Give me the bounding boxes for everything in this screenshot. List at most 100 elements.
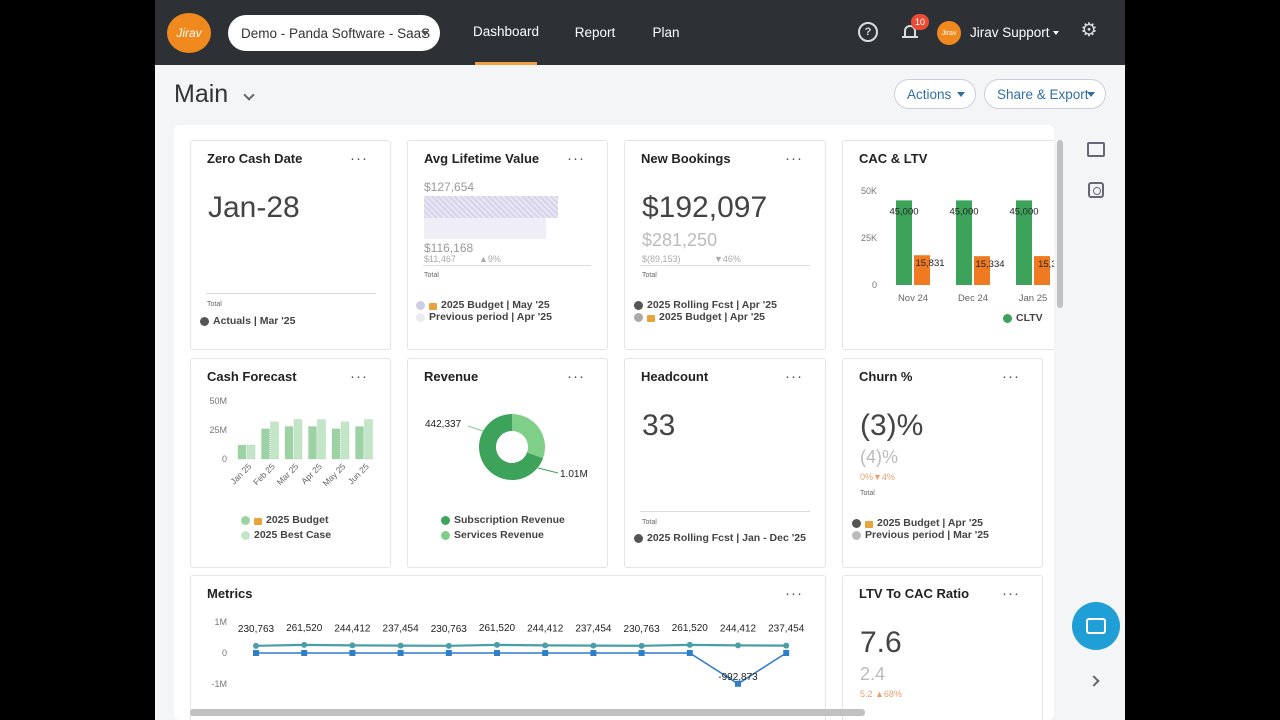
- legend-label: 2025 Best Case: [254, 529, 332, 541]
- metrics-line-chart: 1M 0 -1M 230,763 261,520 244,412 237,454 230,76…: [212, 617, 805, 689]
- y-tick-label: 50M: [209, 396, 227, 406]
- card-headcount[interactable]: Headcount ··· 33 Total 2025 Rolling Fcst…: [624, 358, 826, 568]
- filter-settings-icon[interactable]: [1088, 182, 1104, 198]
- data-label: -992,873: [718, 672, 758, 683]
- data-point: [783, 642, 790, 649]
- total-label: Total: [424, 272, 439, 279]
- horizontal-scrollbar-thumb[interactable]: [190, 709, 865, 716]
- data-point: [590, 642, 597, 649]
- chevron-right-icon[interactable]: [1088, 675, 1100, 687]
- data-point: [735, 680, 741, 687]
- data-label: 230,763: [238, 624, 275, 635]
- data-label: 244,412: [334, 623, 371, 634]
- kpi-value: $192,097: [642, 191, 768, 224]
- card-title: Headcount: [641, 369, 709, 384]
- more-options-icon[interactable]: ···: [567, 150, 585, 167]
- cac-ltv-chart: 50K 25K 0 45,000 15,831 Nov 24 45,000 15,334 Dec…: [861, 186, 1054, 304]
- data-point: [494, 641, 500, 648]
- bar: [284, 426, 294, 460]
- tab-dashboard[interactable]: Dashboard: [473, 0, 539, 65]
- legend-dot: [441, 530, 450, 540]
- legend-label: Previous period | Mar '25: [865, 529, 989, 541]
- legend-dot: [852, 530, 861, 540]
- more-options-icon[interactable]: ···: [1002, 585, 1020, 602]
- data-point: [735, 642, 741, 649]
- more-options-icon[interactable]: ···: [785, 150, 803, 167]
- comment-icon[interactable]: [1087, 142, 1105, 157]
- x-tick-label: Apr 25: [299, 461, 324, 486]
- data-point: [686, 641, 693, 648]
- share-export-button[interactable]: Share & Export: [984, 79, 1106, 109]
- chevron-down-icon: [1087, 92, 1095, 97]
- chat-support-button[interactable]: [1072, 602, 1120, 650]
- data-point: [349, 642, 356, 649]
- bar: [237, 444, 247, 460]
- bar: [308, 426, 317, 460]
- bar: [956, 200, 972, 285]
- more-options-icon[interactable]: ···: [1002, 368, 1020, 385]
- legend-dot: [416, 312, 425, 322]
- data-point: [783, 650, 790, 656]
- data-point: [253, 650, 259, 656]
- chevron-down-icon[interactable]: [243, 89, 255, 101]
- card-title: Cash Forecast: [207, 369, 297, 384]
- bar: [246, 444, 256, 460]
- bell-icon[interactable]: [901, 22, 921, 42]
- jirav-logo[interactable]: Jirav: [167, 13, 211, 53]
- bar: [896, 200, 912, 285]
- card-cac-ltv[interactable]: CAC & LTV 50K 25K 0 45,000 15,831 Nov 24 45,00…: [842, 140, 1054, 350]
- more-options-icon[interactable]: ···: [785, 585, 803, 602]
- dashboard-canvas: Zero Cash Date ··· Jan-28 Total Actuals …: [174, 125, 1054, 720]
- more-options-icon[interactable]: ···: [785, 368, 803, 385]
- x-tick-label: Feb 25: [251, 461, 277, 487]
- data-point: [349, 650, 356, 656]
- lock-icon: [865, 520, 873, 528]
- more-options-icon[interactable]: ···: [350, 150, 368, 167]
- company-selector[interactable]: Demo - Panda Software - SaaS: [228, 15, 440, 51]
- y-tick-label: 25M: [209, 425, 227, 435]
- legend-dot: [200, 316, 209, 326]
- tab-report[interactable]: Report: [574, 25, 616, 40]
- card-metrics[interactable]: Metrics ··· 1M 0 -1M 230,763 261,520 244,412 2…: [190, 575, 826, 720]
- card-zero-cash-date[interactable]: Zero Cash Date ··· Jan-28 Total Actuals …: [190, 140, 391, 350]
- lock-icon: [254, 517, 262, 525]
- leader-line: [537, 467, 559, 474]
- legend-label: Previous period | Apr '25: [429, 311, 552, 323]
- card-cash-forecast[interactable]: Cash Forecast ··· 50M 25M 0 Jan 25 Feb 25 Mar…: [190, 358, 391, 568]
- card-revenue[interactable]: Revenue ··· 1.01M 442,337 Subscription Re…: [407, 358, 608, 568]
- card-new-bookings[interactable]: New Bookings ··· $192,097 $281,250 $(89,…: [624, 140, 826, 350]
- card-avg-lifetime-value[interactable]: Avg Lifetime Value ··· $127,654 $116,168…: [407, 140, 608, 350]
- card-title: Zero Cash Date: [207, 151, 303, 166]
- gear-icon[interactable]: ⚙: [1080, 20, 1098, 41]
- page-title[interactable]: Main: [174, 80, 229, 108]
- data-label: 230,763: [624, 624, 661, 635]
- data-point: [445, 650, 452, 656]
- help-icon[interactable]: ?: [858, 22, 878, 42]
- data-point: [253, 642, 259, 649]
- bar: [914, 255, 930, 285]
- bar: [355, 426, 364, 460]
- y-tick-label: 1M: [214, 617, 227, 627]
- card-churn[interactable]: Churn % ··· (3)% (4)% 0%▼4% Total 2025 B…: [842, 358, 1043, 568]
- x-tick-label: Mar 25: [275, 461, 301, 487]
- bar: [974, 256, 990, 285]
- more-options-icon[interactable]: ···: [567, 368, 585, 385]
- tab-plan[interactable]: Plan: [652, 25, 680, 40]
- x-tick-label: Jun 25: [346, 461, 371, 486]
- data-label: 442,337: [425, 419, 462, 430]
- data-point: [686, 650, 693, 656]
- user-avatar[interactable]: Jirav: [937, 21, 961, 45]
- user-menu[interactable]: Jirav Support: [970, 25, 1050, 40]
- legend-label: Actuals | Mar '25: [213, 315, 296, 327]
- legend-item: 2025 Budget: [241, 514, 328, 526]
- card-ltv-to-cac-ratio[interactable]: LTV To CAC Ratio ··· 7.6 2.4 5.2 ▲68%: [842, 575, 1043, 720]
- variance-value: 0%▼4%: [860, 472, 895, 482]
- legend-item: Previous period | Apr '25: [416, 311, 552, 323]
- vertical-scrollbar-thumb[interactable]: [1057, 140, 1063, 308]
- company-selector-label: Demo - Panda Software - SaaS: [241, 25, 431, 41]
- total-label: Total: [207, 301, 222, 308]
- card-title: New Bookings: [641, 151, 731, 166]
- actions-button[interactable]: Actions: [894, 79, 976, 109]
- more-options-icon[interactable]: ···: [350, 368, 368, 385]
